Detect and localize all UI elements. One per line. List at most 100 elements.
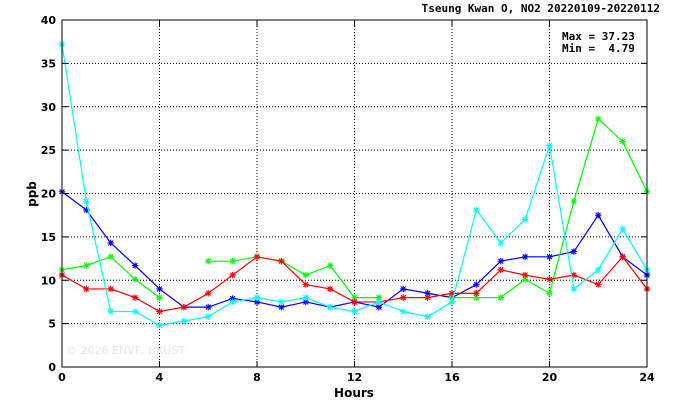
data-point xyxy=(521,271,529,279)
data-point xyxy=(400,294,407,301)
y-tick-label: 25 xyxy=(41,144,56,157)
data-point xyxy=(546,276,553,283)
data-point xyxy=(205,290,212,297)
data-point xyxy=(180,317,188,325)
data-point xyxy=(326,262,334,269)
min-stat: Min = 4.79 xyxy=(562,42,635,55)
series-layer xyxy=(58,41,651,329)
data-point xyxy=(278,257,285,265)
x-tick-label: 0 xyxy=(58,371,66,384)
data-point xyxy=(448,290,456,297)
x-tick-label: 4 xyxy=(156,371,164,384)
series-line xyxy=(208,256,379,299)
data-point xyxy=(595,281,602,288)
data-point xyxy=(546,253,553,261)
data-point xyxy=(83,285,90,293)
data-point xyxy=(83,198,90,205)
data-point xyxy=(448,298,456,306)
data-point xyxy=(424,313,431,320)
y-tick-label: 30 xyxy=(41,101,57,114)
data-point xyxy=(521,216,529,223)
data-point xyxy=(424,294,431,301)
data-point xyxy=(595,266,602,274)
watermark: © 2026 ENVF, HKUST xyxy=(66,344,185,357)
data-point xyxy=(400,285,407,293)
series-4 xyxy=(58,41,651,329)
x-tick-label: 20 xyxy=(542,371,558,384)
y-tick-label: 40 xyxy=(41,14,57,27)
data-point xyxy=(278,298,285,306)
data-point xyxy=(131,294,139,301)
data-point xyxy=(229,257,236,265)
y-axis-label: ppb xyxy=(25,181,39,207)
x-tick-label: 12 xyxy=(347,371,362,384)
y-tick-label: 5 xyxy=(48,318,56,331)
data-point xyxy=(400,308,407,315)
chart-title: Tseung Kwan O, NO2 20220109-20220112 xyxy=(421,2,660,15)
data-point xyxy=(205,303,212,311)
data-point xyxy=(253,294,261,301)
data-point xyxy=(205,257,212,265)
data-point xyxy=(546,290,553,297)
x-tick-label: 16 xyxy=(444,371,460,384)
data-point xyxy=(375,303,383,311)
data-point xyxy=(570,285,578,293)
data-point xyxy=(326,285,334,293)
data-point xyxy=(546,142,553,149)
data-point xyxy=(570,248,578,255)
x-tick-label: 24 xyxy=(639,371,655,384)
data-point xyxy=(302,271,309,279)
data-point xyxy=(156,322,163,329)
data-point xyxy=(595,211,602,219)
data-point xyxy=(229,271,236,279)
data-point xyxy=(131,308,139,315)
data-point xyxy=(351,308,358,315)
grid-layer xyxy=(62,20,647,367)
data-point xyxy=(351,298,358,306)
tick-label-layer: 0 4 8 12 16 20 24 0 5 10 15 20 25 30 35 40 xyxy=(41,14,655,384)
data-point xyxy=(156,285,163,293)
data-point xyxy=(473,281,480,288)
max-stat: Max = 37.23 xyxy=(562,30,635,43)
data-point xyxy=(107,308,114,315)
y-tick-label: 35 xyxy=(41,57,56,70)
data-point xyxy=(497,294,504,301)
data-point xyxy=(521,253,529,261)
x-axis-label: Hours xyxy=(334,386,374,400)
data-point xyxy=(107,239,114,247)
data-point xyxy=(302,294,309,301)
data-point xyxy=(375,298,383,306)
data-point xyxy=(375,294,383,301)
data-point xyxy=(131,276,139,283)
data-point xyxy=(302,298,309,306)
data-point xyxy=(619,225,626,233)
y-tick-label: 15 xyxy=(41,231,56,244)
data-point xyxy=(156,294,163,301)
data-point xyxy=(619,138,626,145)
data-point xyxy=(473,206,480,214)
data-point xyxy=(473,290,480,297)
data-point xyxy=(229,298,236,306)
y-tick-label: 10 xyxy=(41,274,57,287)
data-point xyxy=(107,285,114,293)
data-point xyxy=(497,257,504,265)
data-point xyxy=(497,266,504,274)
data-point xyxy=(180,303,188,311)
data-point xyxy=(595,115,602,123)
axes-layer xyxy=(61,19,648,368)
x-tick-label: 8 xyxy=(253,371,261,384)
data-point xyxy=(253,298,261,306)
y-tick-label: 20 xyxy=(41,188,57,201)
data-point xyxy=(156,308,163,315)
data-point xyxy=(131,262,139,269)
data-point xyxy=(205,313,212,320)
y-tick-label: 0 xyxy=(48,361,56,374)
data-point xyxy=(302,281,309,288)
data-point xyxy=(326,303,334,311)
data-point xyxy=(619,253,626,261)
data-point xyxy=(570,198,578,205)
data-point xyxy=(253,253,261,261)
data-point xyxy=(83,262,90,269)
data-point xyxy=(497,239,504,247)
